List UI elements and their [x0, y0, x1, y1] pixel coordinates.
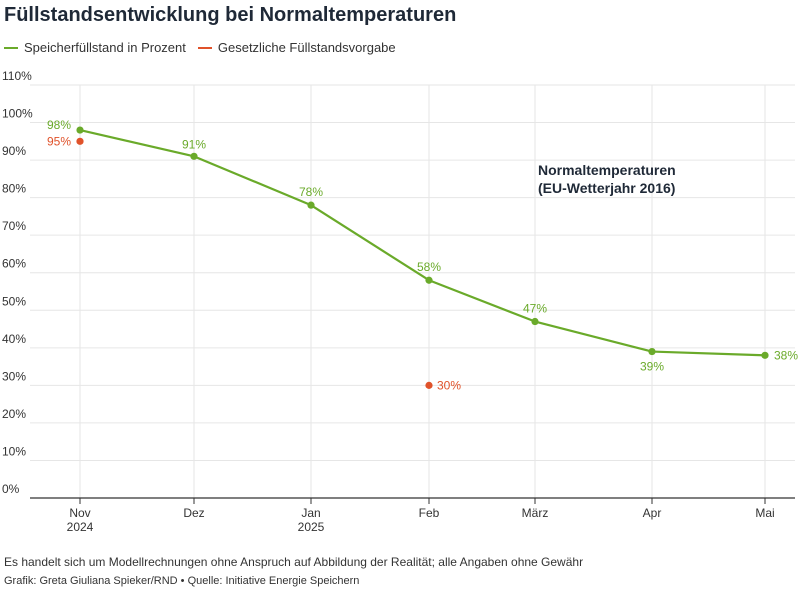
- y-tick-label: 40%: [2, 332, 26, 346]
- data-label-speicherfuellstand: 78%: [299, 185, 323, 199]
- legend-label-speicherfuellstand: Speicherfüllstand in Prozent: [24, 40, 186, 55]
- data-label-vorgabe: 95%: [47, 134, 71, 148]
- chart-legend: Speicherfüllstand in Prozent Gesetzliche…: [4, 40, 396, 55]
- y-tick-label: 80%: [2, 182, 26, 196]
- legend-line-green: [4, 46, 18, 49]
- y-tick-label: 90%: [2, 144, 26, 158]
- data-label-speicherfuellstand: 38%: [774, 348, 798, 362]
- data-label-speicherfuellstand: 91%: [182, 137, 206, 151]
- y-tick-label: 100%: [2, 107, 33, 121]
- chart-annotation: (EU-Wetterjahr 2016): [538, 180, 675, 196]
- y-tick-label: 0%: [2, 482, 20, 496]
- data-point-speicherfuellstand: [761, 351, 769, 359]
- x-tick-label: Jan: [301, 506, 320, 520]
- data-point-speicherfuellstand: [76, 126, 84, 134]
- y-tick-label: 30%: [2, 369, 26, 383]
- data-point-speicherfuellstand: [190, 152, 198, 160]
- y-tick-label: 70%: [2, 219, 26, 233]
- y-tick-label: 60%: [2, 257, 26, 271]
- legend-label-vorgabe: Gesetzliche Füllstandsvorgabe: [217, 40, 396, 55]
- legend-line-red: [197, 46, 212, 49]
- data-point-speicherfuellstand: [531, 317, 539, 326]
- data-label-speicherfuellstand: 47%: [523, 302, 547, 316]
- y-tick-label: 50%: [2, 294, 26, 308]
- chart-annotation: Normaltemperaturen: [538, 162, 676, 178]
- x-tick-label: Apr: [643, 506, 662, 520]
- data-point-vorgabe: [76, 137, 84, 145]
- y-tick-label: 110%: [2, 69, 32, 83]
- x-tick-label: März: [522, 506, 549, 520]
- data-label-vorgabe: 30%: [437, 378, 461, 392]
- data-point-speicherfuellstand: [307, 201, 315, 209]
- footer-credit: Grafik: Greta Giuliana Spieker/RND • Que…: [4, 575, 360, 587]
- legend-item-speicherfuellstand: Speicherfüllstand in Prozent: [4, 40, 186, 55]
- x-tick-label: Feb: [419, 506, 440, 520]
- footer-note: Es handelt sich um Modellrechnungen ohne…: [4, 555, 584, 569]
- x-tick-label: Dez: [183, 506, 204, 520]
- data-label-speicherfuellstand: 98%: [47, 118, 71, 132]
- data-point-speicherfuellstand: [648, 347, 656, 356]
- data-point-speicherfuellstand: [425, 276, 433, 284]
- legend-item-vorgabe: Gesetzliche Füllstandsvorgabe: [197, 40, 396, 55]
- chart-title: Füllstandsentwicklung bei Normaltemperat…: [4, 4, 457, 26]
- line-chart: 0% 10% 20% 30% 40% 50% 60% 70% 80% 90% 100% 110% Nov…: [2, 69, 798, 534]
- x-tick-sublabel: 2024: [67, 520, 94, 534]
- y-tick-label: 10%: [2, 444, 26, 458]
- data-label-speicherfuellstand: 39%: [640, 360, 664, 374]
- x-tick-label: Nov: [69, 506, 90, 520]
- y-tick-label: 20%: [2, 407, 26, 421]
- x-tick-sublabel: 2025: [298, 520, 325, 534]
- data-point-vorgabe: [425, 381, 433, 389]
- data-label-speicherfuellstand: 58%: [417, 260, 441, 274]
- x-tick-label: Mai: [755, 506, 774, 520]
